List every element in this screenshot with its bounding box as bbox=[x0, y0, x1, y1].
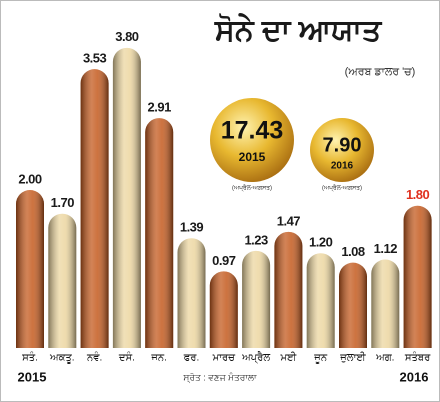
value-label: 2.91 bbox=[148, 100, 172, 115]
x-tick-label: ਜੂਨ bbox=[313, 353, 328, 364]
bar bbox=[112, 47, 141, 349]
total-year: 2015 bbox=[239, 150, 266, 164]
value-label: 0.97 bbox=[212, 253, 236, 268]
value-label: 1.47 bbox=[277, 213, 301, 228]
start-year: 2015 bbox=[18, 369, 47, 384]
total-period: (ਅਪ੍ਰੈਲ-ਅਗਸਤ) bbox=[232, 184, 272, 192]
bar bbox=[403, 205, 432, 348]
bar bbox=[145, 118, 174, 348]
x-tick-label: ਜਨ. bbox=[150, 353, 167, 364]
bar bbox=[177, 238, 206, 348]
bar bbox=[371, 259, 400, 348]
bar bbox=[16, 190, 44, 348]
value-label: 1.23 bbox=[244, 232, 268, 247]
x-tick-label: ਸਤੰ. bbox=[21, 352, 38, 364]
value-label: 2.00 bbox=[18, 171, 42, 186]
bar bbox=[209, 271, 238, 348]
bar bbox=[80, 69, 109, 348]
x-tick-label: ਅਪ੍ਰੈਲ bbox=[241, 352, 270, 364]
coin bbox=[210, 98, 294, 182]
value-label: 3.53 bbox=[83, 51, 107, 66]
value-label: 1.08 bbox=[341, 244, 365, 259]
bar bbox=[306, 253, 335, 348]
value-label: 1.70 bbox=[51, 195, 75, 210]
total-year: 2016 bbox=[331, 161, 354, 172]
x-tick-label: ਅਕਤੂ. bbox=[49, 353, 75, 364]
bar bbox=[242, 250, 271, 348]
x-tick-label: ਅਗ. bbox=[375, 353, 394, 364]
value-label: 1.20 bbox=[309, 235, 333, 250]
total-value: 7.90 bbox=[323, 134, 362, 156]
value-label: 1.39 bbox=[180, 220, 204, 235]
chart-title: ਸੋਨੇ ਦਾ ਆਯਾਤ bbox=[214, 13, 383, 47]
bar bbox=[48, 213, 77, 348]
source: ਸ੍ਰੋਤ : ਵਣਜ ਮੰਤਰਾਲਾ bbox=[182, 371, 257, 383]
total-period: (ਅਪ੍ਰੈਲ-ਅਗਸਤ) bbox=[322, 184, 362, 192]
x-tick-label: ਦਸੰ. bbox=[118, 352, 135, 364]
x-tick-label: ਜੁਲਾਈ bbox=[339, 352, 366, 364]
x-tick-label: ਮਈ bbox=[279, 352, 297, 364]
value-label: 1.80 bbox=[406, 187, 430, 202]
x-tick-label: ਮਾਰਚ bbox=[212, 353, 236, 364]
coin bbox=[310, 118, 374, 182]
value-label: 3.80 bbox=[115, 29, 139, 44]
bar bbox=[339, 262, 367, 348]
chart-subtitle: (ਅਰਬ ਡਾਲਰ 'ਚ) bbox=[345, 66, 416, 78]
x-tick-label: ਫਰ. bbox=[183, 353, 200, 364]
end-year: 2016 bbox=[400, 369, 429, 384]
total-value: 17.43 bbox=[221, 117, 284, 145]
x-tick-label: ਨਵੰ. bbox=[86, 352, 102, 364]
bar bbox=[274, 231, 303, 348]
x-tick-label: ਸਤੰਬਰ bbox=[404, 352, 431, 364]
value-label: 1.12 bbox=[374, 241, 398, 256]
